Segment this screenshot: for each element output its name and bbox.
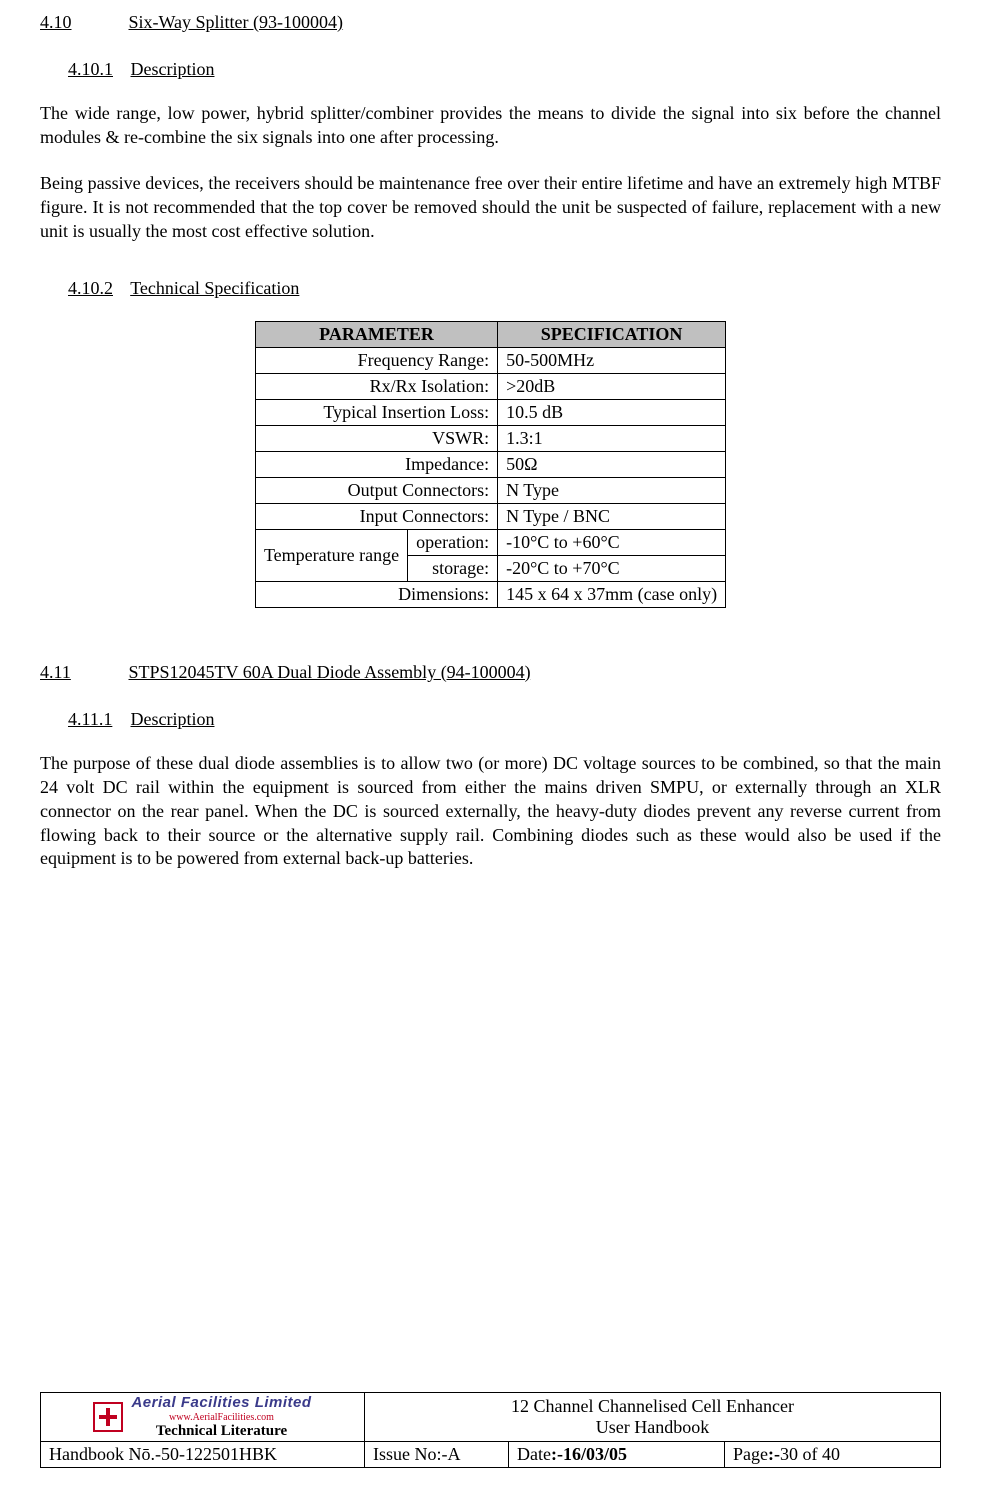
page-sep: :- — [768, 1444, 780, 1464]
param-cell: Typical Insertion Loss: — [255, 399, 497, 425]
param-cell: Dimensions: — [255, 581, 497, 607]
spec-table: PARAMETER SPECIFICATION Frequency Range:… — [255, 321, 726, 608]
value-cell: N Type — [498, 477, 726, 503]
value-cell: N Type / BNC — [498, 503, 726, 529]
table-row: VSWR: 1.3:1 — [255, 425, 725, 451]
paragraph: The purpose of these dual diode assembli… — [40, 752, 941, 872]
param-group-cell: Temperature range — [255, 529, 407, 581]
heading-4-10-1: 4.10.1 Description — [40, 59, 941, 80]
col-header-specification: SPECIFICATION — [498, 321, 726, 347]
footer-row-top: Aerial Facilities Limited www.AerialFaci… — [41, 1393, 941, 1442]
spec-table-container: PARAMETER SPECIFICATION Frequency Range:… — [40, 321, 941, 608]
value-cell: 1.3:1 — [498, 425, 726, 451]
page-value: 30 of 40 — [780, 1444, 840, 1464]
footer-row-bottom: Handbook Nō.-50-122501HBK Issue No:-A Da… — [41, 1442, 941, 1468]
subsection-number: 4.10.2 — [68, 278, 126, 299]
value-cell: -20°C to +70°C — [498, 555, 726, 581]
handbook-value: 50-122501HBK — [161, 1444, 277, 1464]
value-cell: -10°C to +60°C — [498, 529, 726, 555]
page-footer: Aerial Facilities Limited www.AerialFaci… — [40, 1392, 941, 1468]
footer-issue-cell: Issue No:-A — [365, 1442, 509, 1468]
heading-4-11: 4.11 STPS12045TV 60A Dual Diode Assembly… — [40, 662, 941, 683]
logo-mark-icon — [93, 1402, 123, 1432]
heading-4-11-1: 4.11.1 Description — [40, 709, 941, 730]
param-cell: Rx/Rx Isolation: — [255, 373, 497, 399]
logo-subtitle: Technical Literature — [131, 1423, 311, 1440]
date-label: Date — [517, 1444, 551, 1464]
doc-title-line1: 12 Channel Channelised Cell Enhancer — [373, 1396, 932, 1417]
footer-date-cell: Date:-16/03/05 — [509, 1442, 725, 1468]
param-cell: Frequency Range: — [255, 347, 497, 373]
section-title: Six-Way Splitter (93-100004) — [129, 12, 344, 32]
footer-logo-cell: Aerial Facilities Limited www.AerialFaci… — [41, 1393, 365, 1442]
section-number: 4.10 — [40, 12, 124, 33]
value-cell: >20dB — [498, 373, 726, 399]
page-body: 4.10 Six-Way Splitter (93-100004) 4.10.1… — [0, 0, 981, 913]
param-cell: Input Connectors: — [255, 503, 497, 529]
col-header-parameter: PARAMETER — [255, 321, 497, 347]
footer-title-cell: 12 Channel Channelised Cell Enhancer Use… — [365, 1393, 941, 1442]
date-sep: :- — [551, 1444, 563, 1464]
subsection-number: 4.10.1 — [68, 59, 126, 80]
param-sub-cell: operation: — [408, 529, 498, 555]
footer-page-cell: Page:-30 of 40 — [725, 1442, 941, 1468]
issue-value: A — [448, 1444, 461, 1464]
table-row: Temperature range operation: -10°C to +6… — [255, 529, 725, 555]
heading-4-10-2: 4.10.2 Technical Specification — [40, 278, 941, 299]
param-cell: Output Connectors: — [255, 477, 497, 503]
page-label: Page — [733, 1444, 768, 1464]
logo-url: www.AerialFacilities.com — [131, 1412, 311, 1423]
value-cell: 145 x 64 x 37mm (case only) — [498, 581, 726, 607]
table-row: Impedance: 50Ω — [255, 451, 725, 477]
doc-title-line2: User Handbook — [373, 1417, 932, 1438]
footer-handbook-cell: Handbook Nō.-50-122501HBK — [41, 1442, 365, 1468]
subsection-title: Description — [131, 59, 215, 79]
date-value: 16/03/05 — [563, 1444, 627, 1464]
paragraph: The wide range, low power, hybrid splitt… — [40, 102, 941, 150]
paragraph: Being passive devices, the receivers sho… — [40, 172, 941, 244]
value-cell: 10.5 dB — [498, 399, 726, 425]
param-cell: VSWR: — [255, 425, 497, 451]
value-cell: 50Ω — [498, 451, 726, 477]
issue-label: Issue No:- — [373, 1444, 448, 1464]
table-row: Input Connectors: N Type / BNC — [255, 503, 725, 529]
company-logo: Aerial Facilities Limited www.AerialFaci… — [49, 1395, 356, 1439]
logo-company-name: Aerial Facilities Limited — [131, 1395, 311, 1412]
table-row: Typical Insertion Loss: 10.5 dB — [255, 399, 725, 425]
logo-text: Aerial Facilities Limited www.AerialFaci… — [131, 1395, 311, 1439]
handbook-label: Handbook Nō.- — [49, 1444, 161, 1464]
param-sub-cell: storage: — [408, 555, 498, 581]
section-number: 4.11 — [40, 662, 124, 683]
heading-4-10: 4.10 Six-Way Splitter (93-100004) — [40, 12, 941, 33]
table-row: Output Connectors: N Type — [255, 477, 725, 503]
value-cell: 50-500MHz — [498, 347, 726, 373]
subsection-title: Technical Specification — [130, 278, 299, 298]
section-title: STPS12045TV 60A Dual Diode Assembly (94-… — [129, 662, 531, 682]
table-header-row: PARAMETER SPECIFICATION — [255, 321, 725, 347]
subsection-title: Description — [131, 709, 215, 729]
table-row: Frequency Range: 50-500MHz — [255, 347, 725, 373]
footer-table: Aerial Facilities Limited www.AerialFaci… — [40, 1392, 941, 1468]
subsection-number: 4.11.1 — [68, 709, 126, 730]
table-row: Dimensions: 145 x 64 x 37mm (case only) — [255, 581, 725, 607]
param-cell: Impedance: — [255, 451, 497, 477]
table-row: Rx/Rx Isolation: >20dB — [255, 373, 725, 399]
